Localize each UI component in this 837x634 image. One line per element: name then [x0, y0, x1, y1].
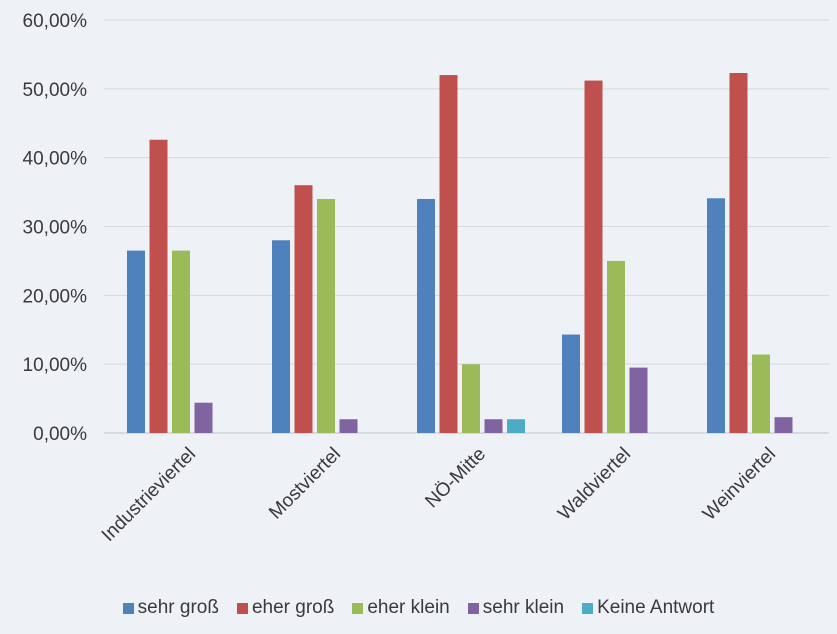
bar-weinviertel-eher-gro- — [729, 73, 748, 434]
legend-swatch — [467, 602, 479, 614]
bar-waldviertel-eher-gro- — [584, 80, 603, 433]
x-tick-label: NÖ-Mitte — [421, 444, 490, 513]
legend-label: sehr groß — [137, 597, 219, 618]
bar-n-mitte-eher-gro- — [439, 75, 458, 434]
y-tick-label: 20,00% — [23, 286, 88, 307]
legend-swatch — [352, 602, 364, 614]
legend-item: sehr groß — [122, 597, 219, 619]
y-tick-label: 10,00% — [23, 355, 88, 376]
bar-mostviertel-eher-gro- — [294, 185, 313, 433]
y-tick-label: 0,00% — [33, 424, 87, 445]
x-tick-label: Waldviertel — [554, 444, 635, 525]
legend-label: sehr klein — [482, 597, 565, 618]
x-tick-label: Industrieviertel — [98, 444, 200, 546]
legend-swatch — [582, 602, 594, 614]
legend-swatch — [236, 602, 248, 614]
y-tick-label: 60,00% — [23, 11, 88, 32]
bar-n-mitte-sehr-gro- — [417, 198, 435, 433]
bar-mostviertel-sehr-gro- — [272, 240, 290, 433]
legend: sehr groß eher groß eher klein sehr klein Ke… — [0, 597, 837, 619]
bar-waldviertel-sehr-klein — [629, 367, 648, 433]
bar-industrieviertel-sehr-gro- — [127, 250, 145, 433]
x-tick-label: Weinviertel — [699, 444, 780, 525]
bar-weinviertel-sehr-klein — [774, 417, 793, 433]
legend-item: eher groß — [236, 597, 335, 619]
bar-n-mitte-sehr-klein — [484, 419, 503, 433]
bar-industrieviertel-sehr-klein — [194, 402, 213, 433]
legend-item: sehr klein — [467, 597, 565, 619]
legend-label: Keine Antwort — [597, 597, 715, 618]
legend-label: eher klein — [367, 597, 450, 618]
y-tick-label: 50,00% — [23, 80, 88, 101]
bar-mostviertel-eher-klein — [317, 198, 335, 433]
bar-waldviertel-eher-klein — [607, 260, 625, 433]
bar-n-mitte-keine-antwort — [507, 419, 525, 433]
bar-industrieviertel-eher-klein — [172, 250, 190, 433]
y-tick-label: 40,00% — [23, 149, 88, 170]
bar-industrieviertel-eher-gro- — [149, 139, 168, 433]
bar-n-mitte-eher-klein — [462, 364, 480, 433]
legend-item: eher klein — [352, 597, 450, 619]
bar-chart: 0,00% 10,00% 20,00% 30,00% 40,00% 50,00% 60,00… — [23, 11, 829, 546]
bar-waldviertel-sehr-gro- — [562, 334, 580, 433]
legend-label: eher groß — [251, 597, 335, 618]
bar-mostviertel-sehr-klein — [339, 419, 358, 433]
x-tick-label: Mostviertel — [265, 444, 345, 524]
bar-weinviertel-eher-klein — [752, 354, 770, 433]
bar-weinviertel-sehr-gro- — [707, 198, 725, 433]
y-tick-label: 30,00% — [23, 218, 88, 239]
legend-item: Keine Antwort — [582, 597, 714, 619]
legend-swatch — [122, 602, 134, 614]
